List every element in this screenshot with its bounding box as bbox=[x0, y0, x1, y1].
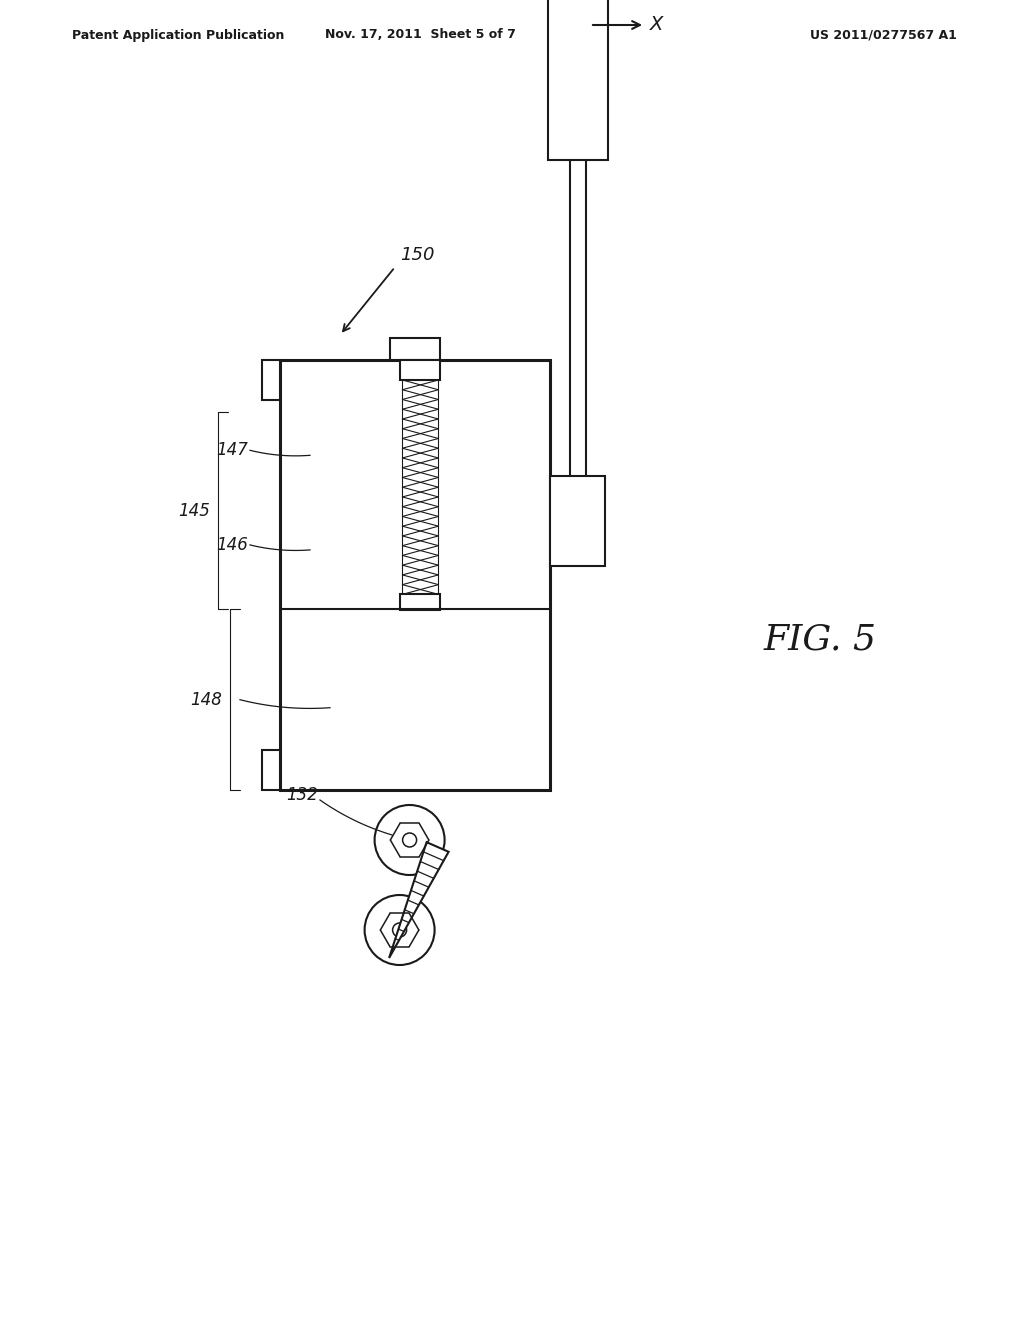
Circle shape bbox=[402, 833, 417, 847]
Bar bbox=[550, 477, 605, 566]
Circle shape bbox=[392, 923, 407, 937]
Bar bbox=[548, 0, 607, 160]
Polygon shape bbox=[389, 842, 449, 958]
Text: 145: 145 bbox=[178, 502, 210, 520]
Bar bbox=[262, 360, 280, 400]
Bar bbox=[262, 750, 280, 789]
Ellipse shape bbox=[375, 805, 444, 875]
Text: 146: 146 bbox=[216, 536, 248, 554]
Bar bbox=[280, 360, 550, 789]
Bar bbox=[400, 594, 440, 610]
Bar bbox=[390, 338, 440, 360]
Text: X: X bbox=[650, 16, 664, 34]
Text: 150: 150 bbox=[400, 246, 434, 264]
Bar bbox=[400, 360, 440, 380]
Text: FIG. 5: FIG. 5 bbox=[764, 623, 877, 657]
Ellipse shape bbox=[365, 895, 434, 965]
Text: 147: 147 bbox=[216, 441, 248, 459]
Text: US 2011/0277567 A1: US 2011/0277567 A1 bbox=[810, 29, 956, 41]
Text: 148: 148 bbox=[190, 690, 222, 709]
Text: 132: 132 bbox=[286, 785, 318, 804]
Text: Patent Application Publication: Patent Application Publication bbox=[72, 29, 285, 41]
Text: Nov. 17, 2011  Sheet 5 of 7: Nov. 17, 2011 Sheet 5 of 7 bbox=[325, 29, 515, 41]
